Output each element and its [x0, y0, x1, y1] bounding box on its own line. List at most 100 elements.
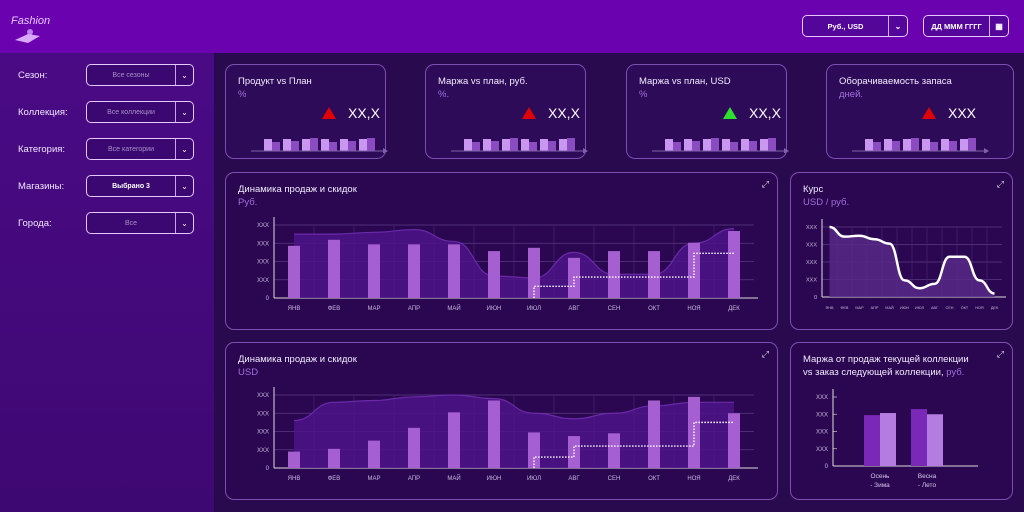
spark-bar [968, 138, 976, 151]
x-tick-label: ЯНВ [288, 306, 301, 312]
chart-card: Курс USD / руб. ⤢ 0 XXX XXX XXX XXX ЯНВ ФЕВ МАР АПР… [790, 172, 1013, 330]
date-picker[interactable]: ДД МММ ГГГГ ▦ [923, 15, 1009, 37]
x-tick-label: ИЮЛ [527, 306, 541, 312]
bar [528, 432, 540, 468]
filter-label: Категория: [18, 143, 66, 155]
chevron-down-icon[interactable]: ⌄ [175, 139, 193, 159]
x-tick-label: ИЮЛ [527, 476, 541, 482]
x-tick-label: ИЮН [900, 306, 910, 310]
discount-step-line [533, 252, 734, 298]
x-tick-label: - Зима [870, 482, 890, 489]
spark-bar [930, 142, 938, 151]
spark-bar [367, 138, 375, 151]
chart-plot: 0 XXX XXX XXX XXX ЯНВ ФЕВ МАР АПР МАЙ ИЮН ИЮЛ АВГ СЕН… [257, 387, 758, 482]
arrow-icon [984, 148, 989, 153]
x-tick-label: ФЕВ [328, 476, 341, 482]
calendar-icon[interactable]: ▦ [989, 16, 1008, 36]
x-tick-label: АПР [871, 306, 879, 310]
filter-select[interactable]: Все ⌄ [86, 212, 194, 234]
filter-row: Коллекция: Все коллекции ⌄ [18, 101, 194, 123]
chevron-down-icon[interactable]: ⌄ [888, 16, 907, 36]
bar [648, 251, 660, 298]
bar [448, 412, 460, 468]
spark-bar [760, 139, 768, 151]
y-tick-label: 0 [814, 295, 817, 301]
filter-value: Все [124, 219, 138, 227]
chevron-down-icon[interactable]: ⌄ [175, 176, 193, 196]
spark-bar [359, 139, 367, 151]
chevron-down-icon[interactable]: ⌄ [175, 65, 193, 85]
filter-select[interactable]: Все категории ⌄ [86, 138, 194, 160]
filter-label: Города: [18, 217, 52, 229]
spark-bar [272, 142, 280, 151]
y-tick-label: XXX [816, 395, 828, 401]
expand-icon[interactable]: ⤢ [996, 349, 1004, 359]
filter-select[interactable]: Выбрано 3 ⌄ [86, 175, 194, 197]
spark-bar [741, 139, 749, 151]
spark-bar [302, 139, 310, 151]
x-tick-label: АВГ [931, 306, 938, 310]
bar [688, 242, 700, 298]
x-tick-label: ЯНВ [825, 306, 833, 310]
expand-icon[interactable]: ⤢ [761, 349, 769, 359]
spark-bar [567, 138, 575, 151]
bar [368, 244, 380, 298]
currency-select[interactable]: Руб., USD ⌄ [802, 15, 908, 37]
bar [328, 448, 340, 468]
bar [648, 400, 660, 468]
filter-select[interactable]: Все коллекции ⌄ [86, 101, 194, 123]
x-tick-label: МАР [367, 476, 380, 482]
spark-bar [884, 139, 892, 151]
kpi-value: XX,X [348, 105, 380, 121]
spark-bar [892, 141, 900, 151]
expand-icon[interactable]: ⤢ [761, 179, 769, 189]
filter-row: Категория: Все категории ⌄ [18, 138, 194, 160]
chart-title-block: Маржа от продаж текущей коллекции vs зака… [803, 353, 969, 379]
spark-bar [873, 142, 881, 151]
kpi-unit: дней. [839, 89, 864, 100]
chevron-down-icon[interactable]: ⌄ [175, 213, 193, 233]
kpi-sparkbars [852, 138, 989, 153]
kpi-title-block: Маржа vs план, USD% [639, 75, 731, 101]
kpi-value: XXX [948, 105, 977, 121]
spark-bar [684, 139, 692, 151]
chevron-down-icon[interactable]: ⌄ [175, 102, 193, 122]
chart-title-2: vs заказ следующей коллекции, [803, 367, 944, 378]
kpi-unit: %. [438, 89, 450, 100]
expand-icon[interactable]: ⤢ [996, 179, 1004, 189]
arrow-icon [383, 148, 388, 153]
y-tick-label: XXX [257, 241, 269, 247]
x-tick-label: АПР [408, 306, 420, 312]
trend-up-icon [922, 107, 936, 119]
spark-bar [291, 141, 299, 151]
kpi-value-row: XX,X [723, 105, 781, 121]
kpi-card: Маржа vs план, USD% XX,X [626, 64, 789, 159]
y-tick-label: XXX [257, 430, 269, 436]
spark-bar [310, 138, 318, 151]
chart-title-block: Динамика продаж и скидок Руб. [238, 183, 357, 209]
spark-bar [340, 139, 348, 151]
y-tick-label: XXX [806, 260, 817, 266]
spark-bar [472, 142, 480, 151]
kpi-title: Продукт vs План [238, 76, 312, 87]
kpi-title-block: Продукт vs План% [238, 75, 312, 101]
x-tick-label: ДЕК [991, 306, 999, 310]
filter-select[interactable]: Все сезоны ⌄ [86, 64, 194, 86]
bar [568, 436, 580, 468]
y-tick-label: XXX [257, 411, 269, 417]
kpi-title-block: Оборачиваемость запаса дней. [839, 75, 952, 101]
y-tick-label: XXX [257, 448, 269, 454]
fashion-logo: Fashion [11, 15, 50, 43]
spark-bar [540, 139, 548, 151]
y-tick-label: 0 [266, 296, 270, 302]
spark-bar [960, 139, 968, 151]
x-tick-label: НОЯ [687, 476, 700, 482]
x-tick-label: МАЙ [447, 304, 460, 312]
x-tick-label: МАЙ [885, 306, 894, 310]
bar [927, 414, 943, 466]
spark-bar [283, 139, 291, 151]
kpi-card: Продукт vs План% XX,X [225, 64, 388, 159]
trend-up-icon [522, 107, 536, 119]
filter-row: Сезон: Все сезоны ⌄ [18, 64, 194, 86]
kpi-sparkbars [451, 138, 588, 153]
